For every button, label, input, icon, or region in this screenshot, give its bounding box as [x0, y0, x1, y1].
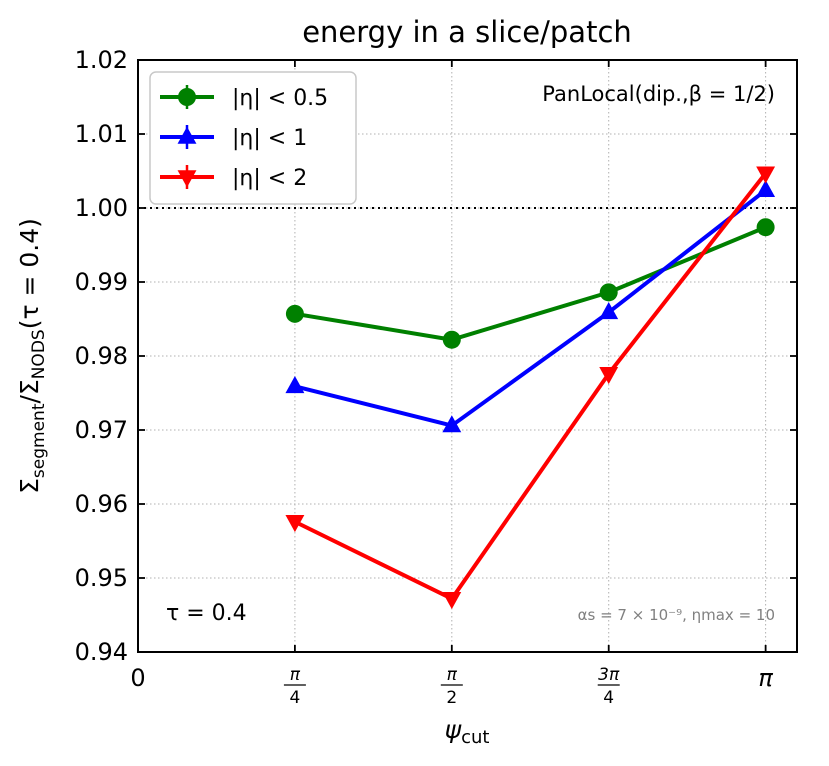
data-point [599, 367, 619, 385]
x-tick-numerator: 3π [598, 665, 620, 685]
legend-label: |η| < 1 [232, 126, 307, 151]
legend-marker [177, 170, 197, 188]
legend-item: |η| < 0.5 [160, 85, 328, 111]
data-point [756, 179, 776, 197]
y-tick-label: 0.96 [75, 490, 128, 518]
legend-item: |η| < 1 [160, 125, 307, 151]
x-tick-numerator: π [447, 665, 458, 685]
y-axis-label-sub2: NODS [29, 329, 49, 379]
data-point [285, 304, 304, 323]
tau-annotation: τ = 0.4 [166, 601, 247, 626]
y-tick-label: 1.01 [75, 120, 128, 148]
data-point [599, 283, 618, 302]
x-tick-fraction: π4 [283, 665, 306, 708]
x-axis-label: ψcut [445, 715, 490, 748]
legend-marker [178, 88, 196, 106]
x-tick-label: π [758, 664, 773, 692]
series-0 [285, 218, 775, 349]
y-axis: 0.94 0.95 0.96 0.97 0.98 0.99 1.00 1.01 1.02 [75, 46, 797, 666]
series-2 [285, 166, 776, 610]
x-tick-denominator: 2 [446, 688, 457, 708]
params-annotation: αs = 7 × 10⁻⁹, ηmax = 10 [578, 606, 775, 624]
series-line [294, 188, 767, 428]
shower-annotation: PanLocal(dip.,β = 1/2) [542, 82, 775, 106]
y-tick-label: 1.02 [75, 46, 128, 74]
svg-text:ψcut: ψcut [445, 715, 490, 748]
legend-marker [177, 126, 197, 144]
x-tick-denominator: 4 [289, 688, 300, 708]
x-tick-denominator: 4 [603, 688, 614, 708]
legend: |η| < 0.5 |η| < 1 |η| < 2 [149, 71, 357, 205]
y-tick-label: 1.00 [75, 194, 128, 222]
y-tick-label: 0.94 [75, 638, 128, 666]
data-point [285, 515, 305, 533]
data-point [442, 330, 461, 349]
chart-title: energy in a slice/patch [302, 15, 632, 49]
y-axis-label-main: Σ [15, 478, 44, 494]
x-tick-label: 0 [130, 664, 145, 692]
x-tick-numerator: π [290, 665, 301, 685]
data-point [599, 301, 619, 320]
legend-label: |η| < 0.5 [232, 86, 328, 111]
x-axis-label-sub: cut [461, 727, 489, 748]
series-line [294, 171, 768, 601]
x-axis-label-main: ψ [445, 715, 462, 744]
data-point [442, 591, 462, 610]
data-point [756, 166, 776, 184]
y-axis-label-sub1: segment [29, 403, 49, 478]
y-tick-label: 0.98 [75, 342, 128, 370]
series-1 [285, 179, 776, 433]
x-tick-fraction: 3π4 [597, 665, 620, 708]
y-tick-label: 0.99 [75, 268, 128, 296]
y-tick-label: 0.97 [75, 416, 128, 444]
legend-box [149, 71, 357, 205]
y-axis-label: Σsegment/ΣNODS(τ = 0.4) [15, 218, 49, 494]
data-point [442, 415, 462, 433]
series-line [294, 225, 767, 342]
y-axis-label-mid: /Σ [15, 379, 44, 403]
legend-label: |η| < 2 [232, 166, 307, 191]
data-point [285, 375, 305, 394]
svg-text:Σsegment/ΣNODS(τ = 0.4): Σsegment/ΣNODS(τ = 0.4) [15, 218, 49, 494]
y-axis-label-tail: (τ = 0.4) [15, 218, 44, 329]
series-layer [285, 166, 776, 610]
x-tick-fraction: π2 [440, 665, 463, 708]
legend-item: |η| < 2 [160, 165, 307, 191]
data-point [756, 218, 775, 237]
y-tick-label: 0.95 [75, 564, 128, 592]
